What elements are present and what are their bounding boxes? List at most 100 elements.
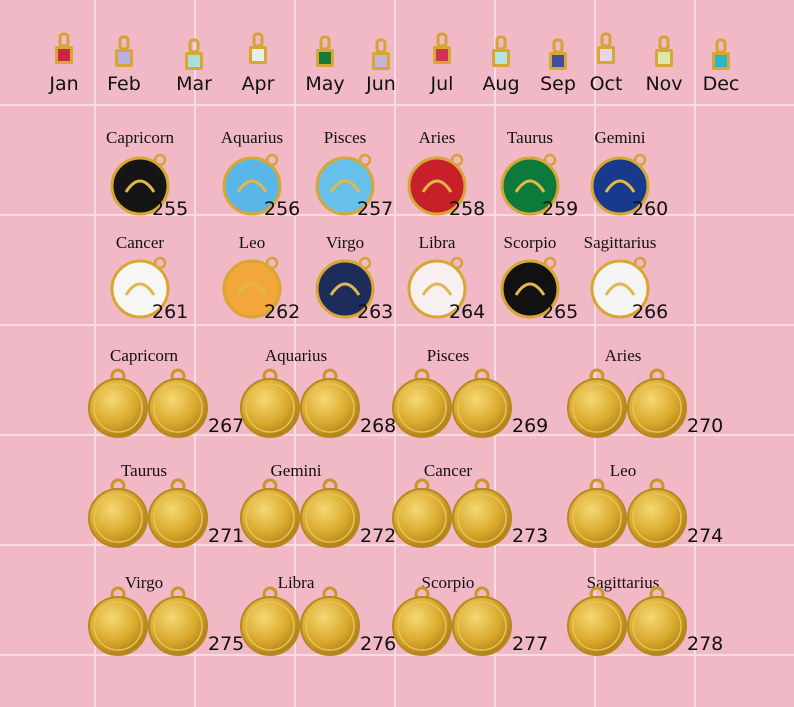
- motif: [514, 282, 546, 296]
- gem: [495, 52, 507, 64]
- enamel-charm: [590, 259, 650, 319]
- coin-rim: [93, 383, 143, 433]
- coin-rim: [572, 601, 622, 651]
- coin-rim: [245, 383, 295, 433]
- coin-rim: [397, 383, 447, 433]
- sign-label: Pisces: [427, 346, 470, 365]
- gem: [319, 52, 331, 64]
- sign-label: Libra: [278, 573, 315, 592]
- sign-label: Aquarius: [265, 346, 327, 365]
- sign-label: Aquarius: [221, 128, 283, 147]
- gold-coin: [88, 488, 148, 548]
- motif: [236, 282, 268, 296]
- coin-rim: [305, 493, 355, 543]
- month-label: Sep: [540, 73, 576, 95]
- gem: [436, 49, 448, 61]
- gold-coin: [300, 488, 360, 548]
- gold-coin: [567, 488, 627, 548]
- coin-rim: [457, 493, 507, 543]
- item-number: 263: [357, 301, 393, 323]
- sign-label: Aries: [605, 346, 642, 365]
- motif: [421, 179, 453, 193]
- gold-coin: [88, 596, 148, 656]
- coin-rim: [397, 601, 447, 651]
- gold-coin: [452, 596, 512, 656]
- item-number: 273: [512, 525, 548, 547]
- gem: [118, 52, 130, 64]
- sign-label: Capricorn: [106, 128, 174, 147]
- gold-coin: [567, 378, 627, 438]
- month-label: Oct: [590, 73, 623, 95]
- coin-rim: [572, 383, 622, 433]
- gold-coin: [627, 378, 687, 438]
- item-number: 259: [542, 198, 578, 220]
- item-number: 278: [687, 633, 723, 655]
- item-number: 267: [208, 415, 244, 437]
- item-number: 275: [208, 633, 244, 655]
- month-label: Mar: [176, 73, 212, 95]
- item-number: 272: [360, 525, 396, 547]
- coin-rim: [397, 493, 447, 543]
- item-number: 268: [360, 415, 396, 437]
- coin-rim: [305, 601, 355, 651]
- gold-coin: [567, 596, 627, 656]
- item-number: 274: [687, 525, 723, 547]
- motif: [329, 179, 361, 193]
- item-number: 261: [152, 301, 188, 323]
- sign-label: Sagittarius: [584, 233, 657, 252]
- sign-label: Leo: [610, 461, 636, 480]
- enamel-charm: [407, 259, 467, 319]
- sign-label: Virgo: [125, 573, 163, 592]
- sign-label: Sagittarius: [587, 573, 660, 592]
- motif: [124, 179, 156, 193]
- coin-rim: [572, 493, 622, 543]
- item-number: 277: [512, 633, 548, 655]
- coin-rim: [153, 601, 203, 651]
- gem: [552, 55, 564, 67]
- gem: [58, 49, 70, 61]
- enamel-charm: [407, 156, 467, 216]
- coin-rim: [93, 493, 143, 543]
- enamel-charm: [315, 259, 375, 319]
- gold-coin: [300, 378, 360, 438]
- sign-label: Cancer: [116, 233, 164, 252]
- motif: [514, 179, 546, 193]
- sign-label: Gemini: [271, 461, 322, 480]
- sign-label: Cancer: [424, 461, 472, 480]
- item-number: 257: [357, 198, 393, 220]
- sign-label: Taurus: [121, 461, 167, 480]
- gold-coin: [627, 596, 687, 656]
- sign-label: Aries: [419, 128, 456, 147]
- enamel-charm: [590, 156, 650, 216]
- enamel-charm: [110, 259, 170, 319]
- coin-rim: [632, 383, 682, 433]
- coin-rim: [153, 493, 203, 543]
- month-label: Jan: [48, 73, 78, 95]
- month-label: Nov: [645, 73, 682, 95]
- coin-rim: [457, 383, 507, 433]
- item-number: 260: [632, 198, 668, 220]
- motif: [604, 282, 636, 296]
- enamel-charm: [222, 156, 282, 216]
- item-number: 262: [264, 301, 300, 323]
- gold-coin: [392, 488, 452, 548]
- gold-coin: [240, 596, 300, 656]
- sign-label: Libra: [419, 233, 456, 252]
- item-number: 258: [449, 198, 485, 220]
- sign-label: Scorpio: [504, 233, 557, 252]
- coin-rim: [93, 601, 143, 651]
- month-label: Aug: [482, 73, 519, 95]
- sign-label: Leo: [239, 233, 265, 252]
- gold-coin: [148, 596, 208, 656]
- gem: [252, 49, 264, 61]
- gold-coin: [452, 488, 512, 548]
- motif: [124, 282, 156, 296]
- coin-rim: [305, 383, 355, 433]
- coin-rim: [245, 601, 295, 651]
- gem: [188, 55, 200, 67]
- enamel-charm: [500, 156, 560, 216]
- coin-rim: [632, 601, 682, 651]
- gold-coin: [240, 378, 300, 438]
- gold-coin: [392, 378, 452, 438]
- item-number: 269: [512, 415, 548, 437]
